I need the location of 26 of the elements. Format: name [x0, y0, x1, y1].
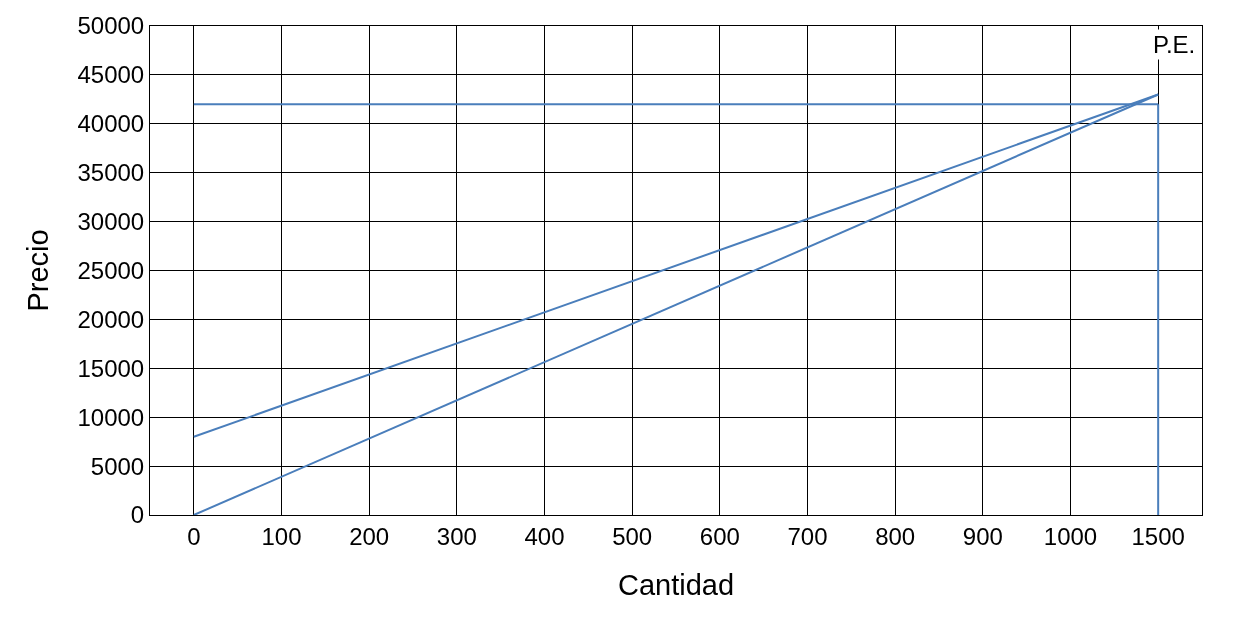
annotation: P.E.: [1153, 31, 1196, 58]
x-tick-label: 0: [187, 522, 201, 550]
x-tick-label: 200: [349, 522, 390, 550]
y-tick-label: 35000: [77, 159, 145, 187]
x-tick-label: 1500: [1131, 522, 1185, 550]
x-axis-title: Cantidad: [617, 568, 735, 601]
y-tick-label: 0: [130, 501, 145, 529]
y-tick-label: 5000: [90, 452, 145, 480]
x-tick-label: 100: [261, 522, 302, 550]
x-tick-label: 900: [962, 522, 1003, 550]
y-tick-label: 10000: [77, 403, 145, 431]
y-tick-label: 20000: [77, 305, 145, 333]
y-tick-label: 30000: [77, 208, 145, 235]
x-tick-label: 600: [699, 522, 740, 550]
x-tick-label: 300: [436, 522, 477, 550]
y-tick-label: 45000: [77, 61, 145, 89]
y-tick-label: 40000: [77, 110, 145, 138]
y-tick-label: 50000: [77, 12, 145, 40]
y-tick-label: 25000: [77, 256, 145, 284]
x-tick-label: 400: [524, 522, 565, 550]
y-tick-label: 15000: [77, 354, 145, 382]
x-tick-label: 800: [875, 522, 916, 550]
y-axis-title: Precio: [21, 229, 54, 312]
x-tick-label: 500: [612, 522, 653, 550]
x-tick-label: 1000: [1043, 522, 1098, 550]
x-tick-label: 700: [787, 522, 828, 550]
